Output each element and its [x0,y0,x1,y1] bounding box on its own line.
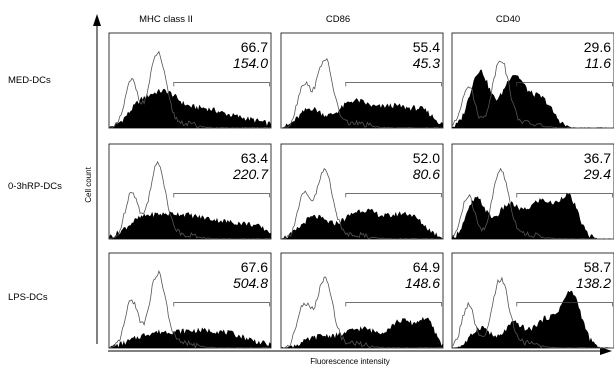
y-axis-label: Cell count [84,166,93,202]
y-axis-arrowhead [93,14,101,26]
panel-r1-c2: 36.729.4 [451,143,614,240]
filled-histogram [281,208,443,239]
percent-positive-label: 36.7 [584,150,611,166]
gate-marker [516,193,613,198]
percent-positive-label: 67.6 [241,259,268,275]
isotype-outline-histogram [280,276,444,349]
panel-grid: 66.7154.055.445.329.611.663.4220.752.080… [108,32,614,350]
filled-histogram [281,316,443,348]
isotype-outline-histogram [451,276,614,349]
col-head-mhc-class-ii: MHC class II [139,14,193,25]
isotype-outline-histogram [280,168,443,240]
percent-positive-label: 66.7 [241,39,268,55]
panel-r0-c2: 29.611.6 [451,32,614,129]
gate-marker [173,82,270,87]
mfi-label: 80.6 [413,166,440,182]
gate-marker [173,302,270,307]
isotype-outline-histogram [280,58,444,129]
filled-histogram [109,327,271,348]
mfi-label: 138.2 [576,275,611,291]
row-head-lps-dcs: LPS-DCs [8,292,48,303]
mfi-label: 11.6 [585,55,611,71]
gate-marker [345,302,442,307]
col-head-cd40: CD40 [496,14,520,25]
percent-positive-label: 52.0 [413,150,440,166]
row-head-0-3hrp-dcs: 0-3hRP-DCs [8,181,62,192]
percent-positive-label: 64.9 [413,259,440,275]
percent-positive-label: 29.6 [584,39,611,55]
isotype-outline-histogram [451,167,614,240]
percent-positive-label: 63.4 [241,150,268,166]
filled-histogram [281,98,443,128]
col-head-cd86: CD86 [326,14,350,25]
gate-marker [516,82,613,87]
filled-histogram [452,290,614,348]
x-axis-arrowhead [600,347,612,355]
percent-positive-label: 58.7 [584,259,611,275]
isotype-outline-histogram [108,160,272,240]
panel-r0-c1: 55.445.3 [280,32,444,129]
isotype-outline-histogram [109,269,271,350]
gate-marker [345,82,442,87]
isotype-outline-histogram [108,50,272,129]
mfi-label: 29.4 [583,166,611,182]
isotype-outline-histogram [451,60,614,129]
filled-histogram [452,69,614,128]
mfi-label: 220.7 [232,166,269,182]
percent-positive-label: 55.4 [413,39,440,55]
mfi-label: 154.0 [233,55,268,71]
row-head-med-dcs: MED-DCs [8,75,51,86]
mfi-label: 45.3 [413,55,440,71]
filled-histogram [109,88,271,128]
mfi-label: 504.8 [233,275,268,291]
gate-marker [516,302,613,307]
filled-histogram [452,192,614,239]
gate-marker [345,193,442,198]
gate-marker [173,193,270,198]
x-axis-label: Fluorescence intensity [310,357,390,366]
filled-histogram [109,211,271,239]
panel-r1-c1: 52.080.6 [280,143,444,240]
mfi-label: 148.6 [405,275,440,291]
